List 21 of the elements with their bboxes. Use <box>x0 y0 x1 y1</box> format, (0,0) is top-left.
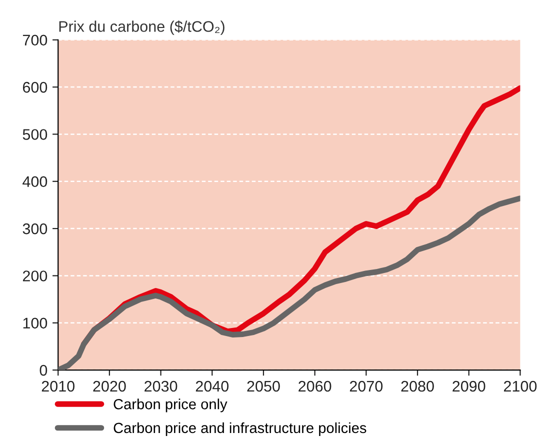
y-tick-label: 600 <box>22 82 48 93</box>
y-tick-label: 100 <box>23 318 48 329</box>
x-tick-label: 2060 <box>298 380 332 392</box>
x-tick-label: 2030 <box>144 380 178 392</box>
x-tick-label: 2050 <box>247 380 280 392</box>
y-tick-label: 700 <box>22 34 48 46</box>
y-axis-title: Prix du carbone ($/tCO₂) <box>59 20 224 35</box>
y-tick-label: 200 <box>22 270 48 282</box>
y-tick-label: 0 <box>40 364 48 376</box>
x-tick-label: 2100 <box>504 380 537 392</box>
legend-label: Carbon price and infrastructure policies <box>114 422 366 436</box>
y-tick-label: 500 <box>22 129 48 140</box>
x-tick-label: 2020 <box>93 380 126 392</box>
legend-label: Carbon price only <box>114 398 228 412</box>
x-tick-label: 2070 <box>350 380 383 392</box>
y-tick-label: 300 <box>22 223 48 234</box>
x-tick-label: 2040 <box>196 380 229 392</box>
y-tick-label: 400 <box>22 176 48 188</box>
x-tick-label: 2010 <box>42 380 74 392</box>
x-tick-label: 2090 <box>452 380 486 392</box>
x-tick-label: 2080 <box>401 380 434 392</box>
